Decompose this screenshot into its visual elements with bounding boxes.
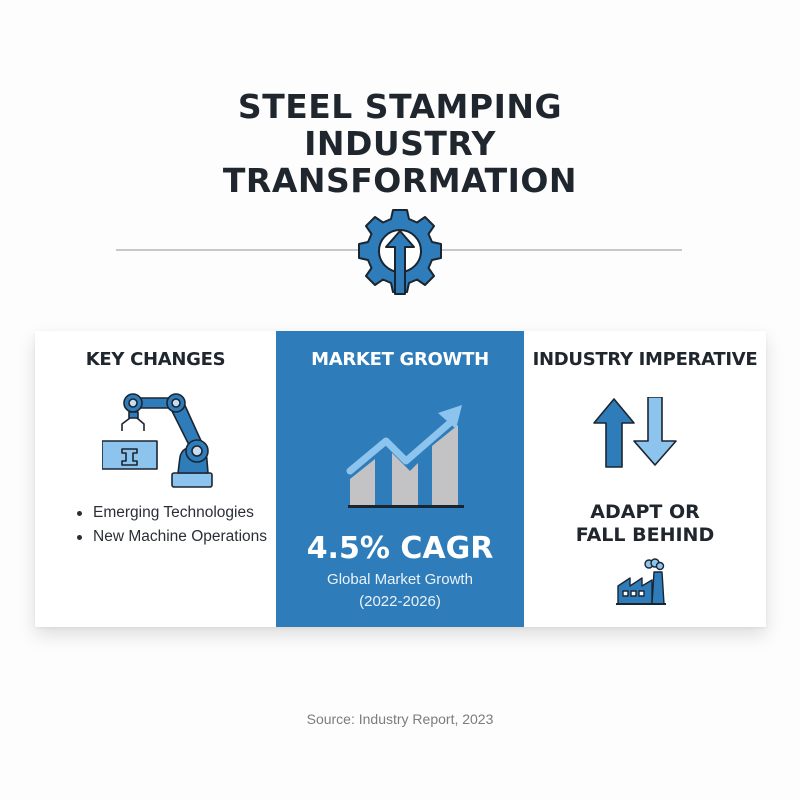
title-line-3: TRANSFORMATION [222,161,578,200]
imperative-line-2: FALL BEHIND [575,524,715,546]
cagr-period: (2022-2026) [359,593,441,610]
imperative-message: ADAPT OR FALL BEHIND [524,501,766,547]
list-item: New Machine Operations [77,525,267,549]
factory-icon [616,558,666,605]
up-down-arrows-icon [593,397,677,468]
key-changes-list: Emerging Technologies New Machine Operat… [77,501,267,549]
cagr-description: Global Market Growth (2022-2026) [276,569,524,613]
imperative-line-1: ADAPT OR [590,501,700,523]
key-changes-title: KEY CHANGES [85,349,226,370]
source-citation: Source: Industry Report, 2023 [306,711,494,727]
growth-chart-icon [346,405,464,508]
cagr-value: 4.5% CAGR [306,531,494,566]
market-growth-column: MARKET GROWTH 4.5% CAGR Global Market Gr… [276,331,524,627]
industry-imperative-title: INDUSTRY IMPERATIVE [532,349,758,370]
title-line-1: STEEL STAMPING [237,87,563,126]
key-changes-column: KEY CHANGES Emerging Technolog [35,331,276,627]
cagr-subtitle: Global Market Growth [327,571,473,588]
page-title: STEEL STAMPING INDUSTRY TRANSFORMATION [0,88,800,199]
robotic-arm-icon [102,393,213,488]
industry-imperative-column: INDUSTRY IMPERATIVE ADAPT OR FALL BEHIND [524,331,766,627]
title-line-2: INDUSTRY [304,124,496,163]
market-growth-title: MARKET GROWTH [311,349,489,370]
list-item: Emerging Technologies [77,501,267,525]
gear-with-up-arrow-icon [358,209,442,295]
info-panel: KEY CHANGES Emerging Technolog [35,331,766,627]
